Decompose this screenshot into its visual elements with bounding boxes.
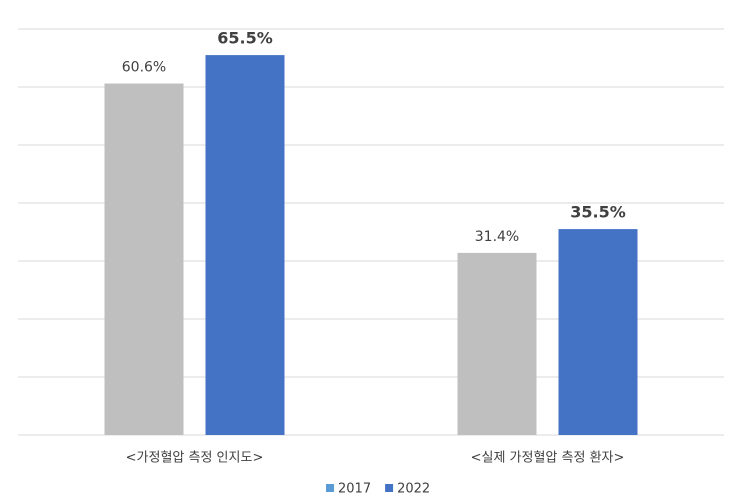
legend-label: 2017: [338, 482, 371, 497]
legend-swatch: [385, 484, 394, 492]
data-label: 35.5%: [570, 203, 626, 222]
legend-swatch: [326, 484, 334, 492]
data-label: 31.4%: [475, 229, 519, 245]
bar: [205, 55, 285, 435]
data-label: 65.5%: [217, 29, 273, 48]
x-tick-label: <가정혈압 측정 인지도>: [126, 451, 264, 466]
legend-label: 2022: [397, 482, 430, 497]
bar: [558, 229, 638, 435]
data-label: 60.6%: [122, 60, 166, 76]
bar: [104, 83, 184, 436]
x-tick-label: <실제 가정혈압 측정 환자>: [471, 451, 625, 466]
bar: [457, 252, 537, 435]
